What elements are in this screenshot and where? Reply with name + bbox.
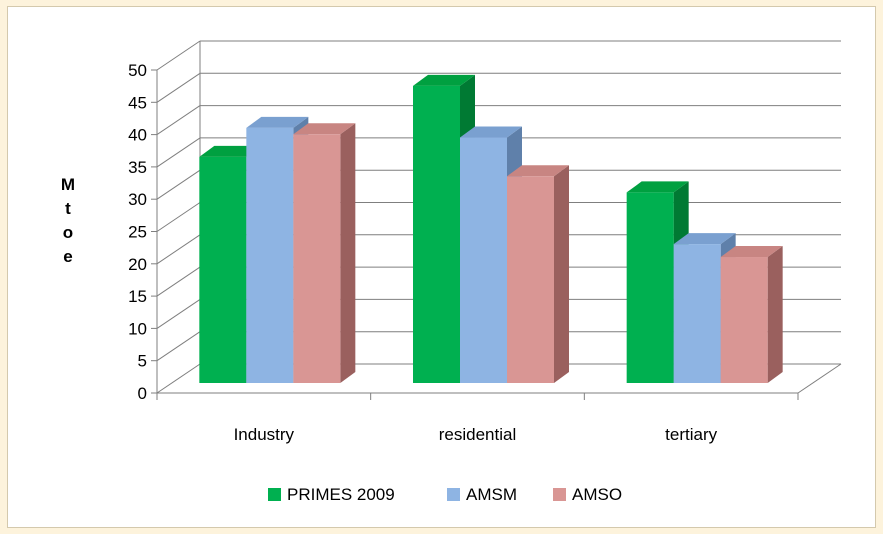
y-tick-label: 5 xyxy=(138,352,147,371)
bar xyxy=(199,156,247,383)
x-category-label: Industry xyxy=(234,425,295,444)
bar xyxy=(413,85,460,383)
bar-top xyxy=(460,126,522,138)
y-tick-label: 50 xyxy=(128,61,147,80)
bar xyxy=(246,127,294,383)
legend-label: AMSO xyxy=(572,485,622,504)
bar xyxy=(507,176,554,383)
bar-top xyxy=(246,116,309,128)
wall-diagonal xyxy=(156,137,201,168)
wall-diagonal xyxy=(156,331,201,362)
bar xyxy=(673,244,721,383)
bar-top xyxy=(199,145,262,157)
y-tick-label: 25 xyxy=(128,223,147,242)
floor-edge xyxy=(797,363,842,394)
bar-top xyxy=(626,181,689,193)
y-tick-label: 45 xyxy=(128,93,147,112)
y-tick-label: 0 xyxy=(138,384,147,403)
wall-diagonal xyxy=(156,363,201,394)
y-tick-label: 40 xyxy=(128,126,147,145)
x-category-label: tertiary xyxy=(665,425,717,444)
y-tick-label: 10 xyxy=(128,319,147,338)
bar-top xyxy=(293,123,356,135)
legend-swatch xyxy=(553,488,566,501)
bar-top xyxy=(507,165,569,177)
wall-diagonal xyxy=(156,105,201,136)
x-category-label: residential xyxy=(439,425,517,444)
bar xyxy=(293,134,341,383)
y-axis-label-letter: o xyxy=(63,223,73,242)
bar-top xyxy=(413,74,475,86)
y-axis-label-letter: t xyxy=(65,199,71,218)
bar xyxy=(720,257,768,383)
bar-side xyxy=(767,246,783,383)
wall-diagonal xyxy=(156,234,201,265)
wall-diagonal xyxy=(156,40,201,71)
y-axis-label-letter: M xyxy=(61,175,75,194)
y-axis-label-letter: e xyxy=(63,247,72,266)
bar-top xyxy=(720,246,783,258)
wall-diagonal xyxy=(156,266,201,297)
legend-swatch xyxy=(268,488,281,501)
bar xyxy=(460,137,507,383)
legend-swatch xyxy=(447,488,460,501)
bar-side xyxy=(554,165,569,383)
legend-label: AMSM xyxy=(466,485,517,504)
wall-diagonal xyxy=(156,298,201,329)
wall-diagonal xyxy=(156,72,201,103)
y-tick-label: 35 xyxy=(128,158,147,177)
y-tick-label: 30 xyxy=(128,190,147,209)
wall-diagonal xyxy=(156,202,201,232)
wall-diagonal xyxy=(156,169,201,200)
bar-top xyxy=(673,233,736,245)
bar-side xyxy=(340,123,356,383)
legend-label: PRIMES 2009 xyxy=(287,485,395,504)
y-tick-label: 15 xyxy=(128,287,147,306)
y-tick-label: 20 xyxy=(128,255,147,274)
bar xyxy=(626,192,674,383)
